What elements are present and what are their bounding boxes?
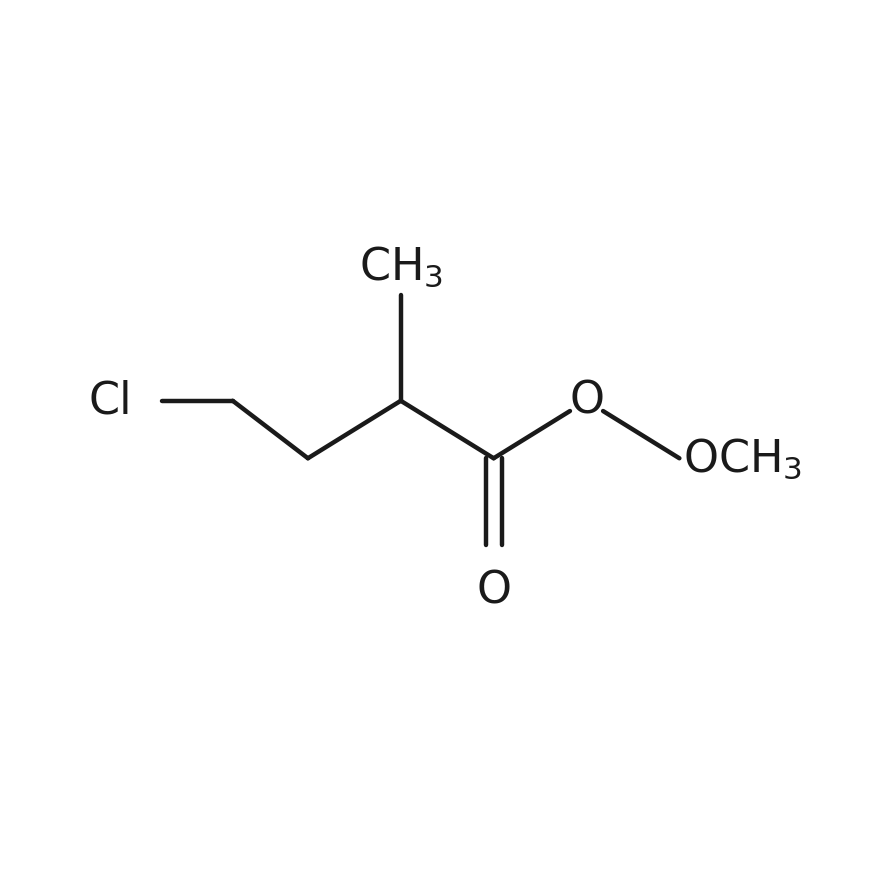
Text: Cl: Cl — [88, 379, 132, 422]
Text: O: O — [476, 570, 511, 612]
Text: O: O — [569, 379, 604, 422]
Text: OCH$_3$: OCH$_3$ — [683, 436, 802, 481]
Text: CH$_3$: CH$_3$ — [359, 245, 443, 289]
